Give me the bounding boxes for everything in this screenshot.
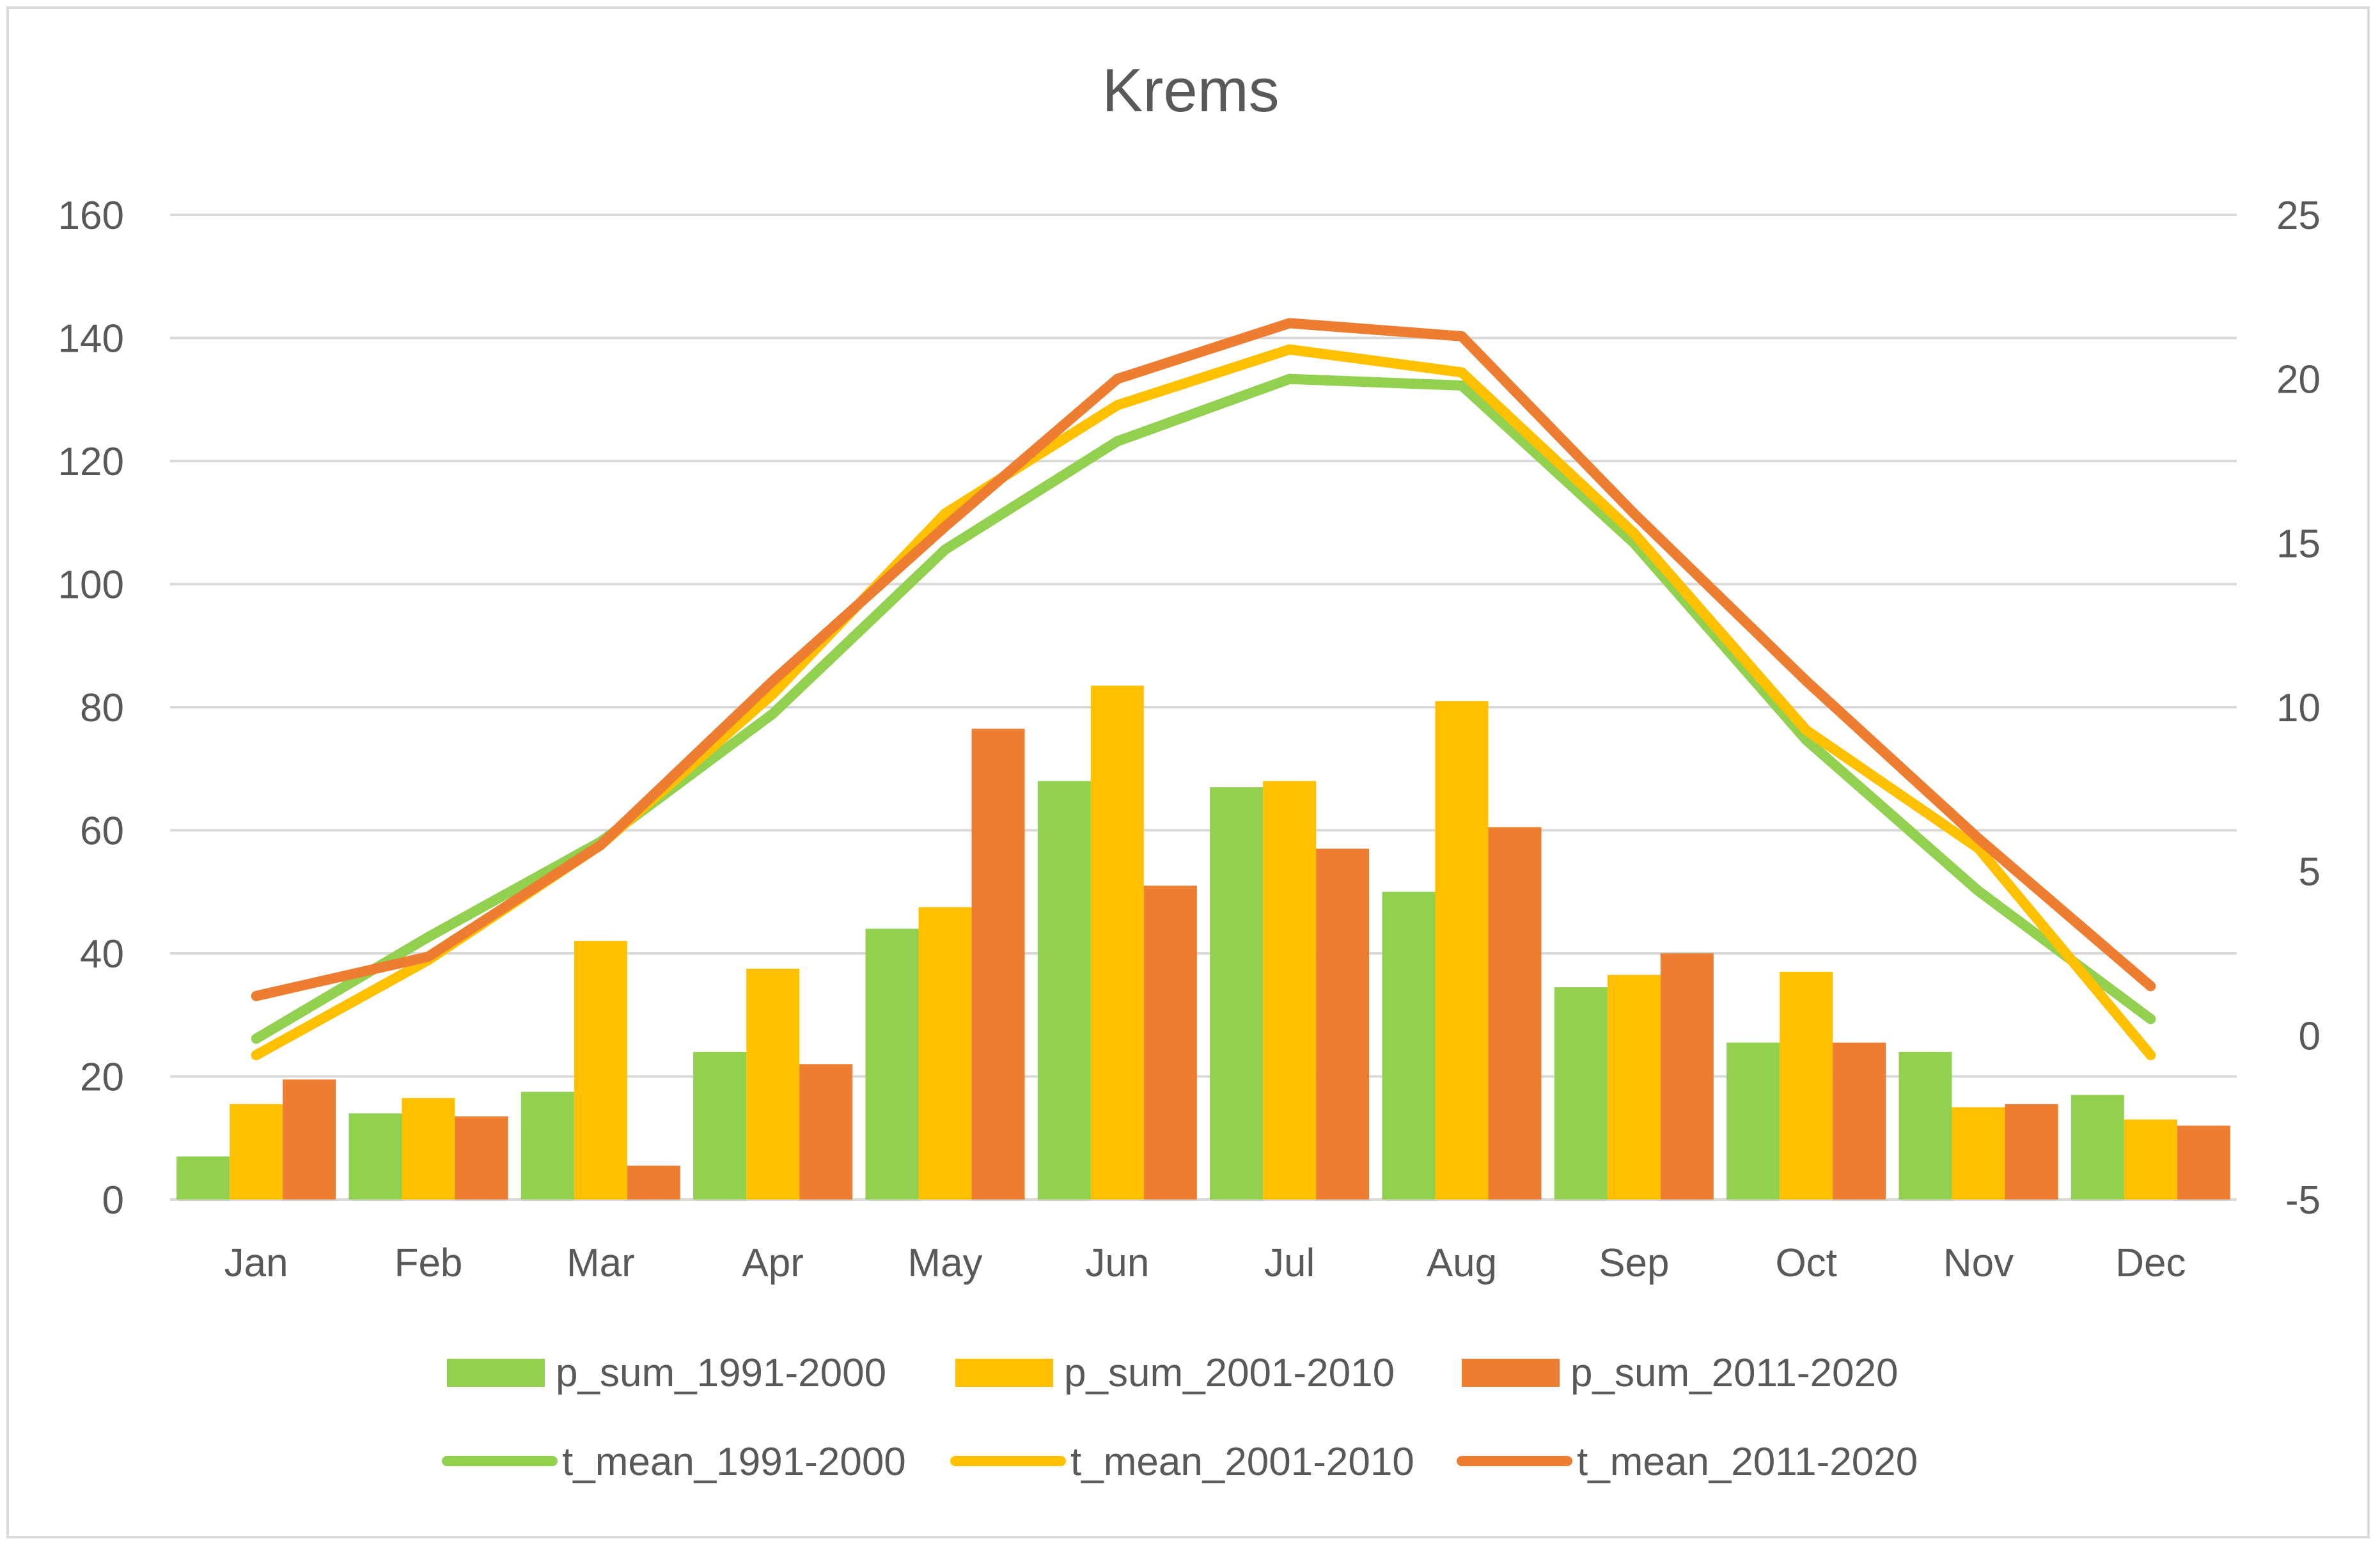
bar-p_sum_2001-2010-Sep xyxy=(1607,974,1661,1200)
bar-p_sum_2011-2020-Sep xyxy=(1660,953,1714,1200)
chart-frame: 0 20 40 60 80 100 120 140 160 -5 0 5 10 15 20 25 Jan Fe… xyxy=(6,6,2370,1538)
line-t_mean_2001-2010 xyxy=(251,344,2156,1061)
legend: p_sum_1991-2000 p_sum_2001-2010 p_sum_2011… xyxy=(442,1351,1918,1484)
bar-p_sum_1991-2000-Oct xyxy=(1726,1042,1780,1200)
left-tick-label: 80 xyxy=(80,686,124,730)
legend-label: p_sum_2001-2010 xyxy=(1064,1351,1395,1395)
x-tick-label: Aug xyxy=(1427,1241,1497,1285)
bar-p_sum_1991-2000-Dec xyxy=(2071,1095,2124,1200)
legend-swatch-p_sum_1991-2000 xyxy=(447,1359,545,1387)
combo-chart: 0 20 40 60 80 100 120 140 160 -5 0 5 10 15 20 25 Jan Fe… xyxy=(58,56,2321,1484)
legend-label: t_mean_2011-2020 xyxy=(1577,1440,1918,1484)
left-y-axis: 0 20 40 60 80 100 120 140 160 xyxy=(58,194,124,1223)
bar-p_sum_2001-2010-Feb xyxy=(402,1098,455,1200)
legend-swatch-p_sum_2001-2010 xyxy=(955,1359,1053,1387)
bar-p_sum_2011-2020-May xyxy=(971,728,1025,1200)
bar-p_sum_2001-2010-Aug xyxy=(1435,701,1489,1200)
right-tick-label: 25 xyxy=(2276,194,2321,238)
bar-p_sum_1991-2000-Feb xyxy=(348,1113,402,1200)
bar-p_sum_1991-2000-Jun xyxy=(1037,781,1091,1200)
legend-label: t_mean_2001-2010 xyxy=(1070,1440,1414,1484)
bar-p_sum_2011-2020-Nov xyxy=(2005,1104,2058,1200)
bar-p_sum_1991-2000-Jul xyxy=(1210,787,1264,1200)
bar-p_sum_2001-2010-May xyxy=(918,907,972,1200)
legend-label: p_sum_2011-2020 xyxy=(1570,1351,1898,1395)
bar-p_sum_2011-2020-Dec xyxy=(2177,1125,2230,1200)
legend-label: t_mean_1991-2000 xyxy=(562,1440,906,1484)
left-tick-label: 0 xyxy=(102,1178,124,1223)
bar-p_sum_2011-2020-Mar xyxy=(627,1166,680,1200)
gridlines xyxy=(170,214,2237,1201)
x-axis: Jan Feb Mar Apr May Jun Jul Aug Sep Oct Nov Dec xyxy=(224,1241,2186,1285)
x-tick-label: Dec xyxy=(2115,1241,2186,1285)
bar-p_sum_1991-2000-Apr xyxy=(693,1052,747,1200)
bar-p_sum_2011-2020-Jan xyxy=(283,1079,336,1200)
left-tick-label: 160 xyxy=(58,194,124,238)
bar-p_sum_1991-2000-Sep xyxy=(1554,987,1608,1200)
bar-p_sum_1991-2000-Nov xyxy=(1899,1052,1952,1200)
bar-p_sum_2011-2020-Jul xyxy=(1316,848,1370,1200)
bar-p_sum_2001-2010-Jan xyxy=(230,1104,283,1200)
left-tick-label: 120 xyxy=(58,440,124,484)
left-tick-label: 20 xyxy=(80,1056,124,1100)
bar-p_sum_1991-2000-Mar xyxy=(521,1091,574,1200)
bar-p_sum_2001-2010-Dec xyxy=(2124,1119,2177,1200)
x-tick-label: Mar xyxy=(567,1241,635,1285)
right-tick-label: 0 xyxy=(2299,1014,2321,1058)
x-tick-label: Oct xyxy=(1775,1241,1836,1285)
bar-p_sum_2001-2010-Apr xyxy=(746,969,800,1200)
bar-p_sum_2001-2010-Jun xyxy=(1090,685,1144,1200)
line-t_mean_1991-2000 xyxy=(251,373,2156,1044)
bar-p_sum_2011-2020-Apr xyxy=(799,1064,853,1200)
x-tick-label: Jun xyxy=(1085,1241,1149,1285)
right-tick-label: -5 xyxy=(2285,1178,2321,1223)
temperature-lines xyxy=(251,318,2156,1061)
bar-p_sum_2001-2010-Mar xyxy=(574,941,627,1200)
x-tick-label: May xyxy=(907,1241,982,1285)
line-t_mean_2011-2020 xyxy=(251,318,2156,1001)
bar-p_sum_2011-2020-Oct xyxy=(1833,1042,1886,1200)
bar-p_sum_2011-2020-Jun xyxy=(1143,886,1197,1200)
x-tick-label: Apr xyxy=(742,1241,803,1285)
bar-p_sum_2001-2010-Jul xyxy=(1263,781,1317,1200)
right-y-axis: -5 0 5 10 15 20 25 xyxy=(2276,194,2321,1223)
bar-p_sum_1991-2000-Jan xyxy=(176,1156,230,1200)
x-tick-label: Nov xyxy=(1943,1241,2014,1285)
left-tick-label: 40 xyxy=(80,932,124,976)
right-tick-label: 5 xyxy=(2299,850,2321,895)
bar-p_sum_2011-2020-Aug xyxy=(1488,827,1542,1200)
legend-label: p_sum_1991-2000 xyxy=(556,1351,886,1395)
x-tick-label: Sep xyxy=(1599,1241,1669,1285)
precipitation-bars xyxy=(176,685,2230,1200)
right-tick-label: 20 xyxy=(2276,358,2321,402)
bar-p_sum_2001-2010-Oct xyxy=(1780,971,1833,1200)
bar-p_sum_2011-2020-Feb xyxy=(455,1116,508,1200)
bar-p_sum_2001-2010-Nov xyxy=(1952,1107,2005,1200)
bar-p_sum_1991-2000-Aug xyxy=(1382,891,1436,1200)
left-tick-label: 140 xyxy=(58,317,124,361)
left-tick-label: 100 xyxy=(58,563,124,607)
x-tick-label: Jan xyxy=(224,1241,288,1285)
left-tick-label: 60 xyxy=(80,809,124,854)
legend-swatch-p_sum_2011-2020 xyxy=(1462,1359,1560,1387)
x-tick-label: Feb xyxy=(395,1241,463,1285)
right-tick-label: 15 xyxy=(2276,522,2321,566)
bar-p_sum_1991-2000-May xyxy=(865,928,919,1200)
right-tick-label: 10 xyxy=(2276,686,2321,730)
chart-title: Krems xyxy=(1102,56,1279,125)
x-tick-label: Jul xyxy=(1264,1241,1315,1285)
